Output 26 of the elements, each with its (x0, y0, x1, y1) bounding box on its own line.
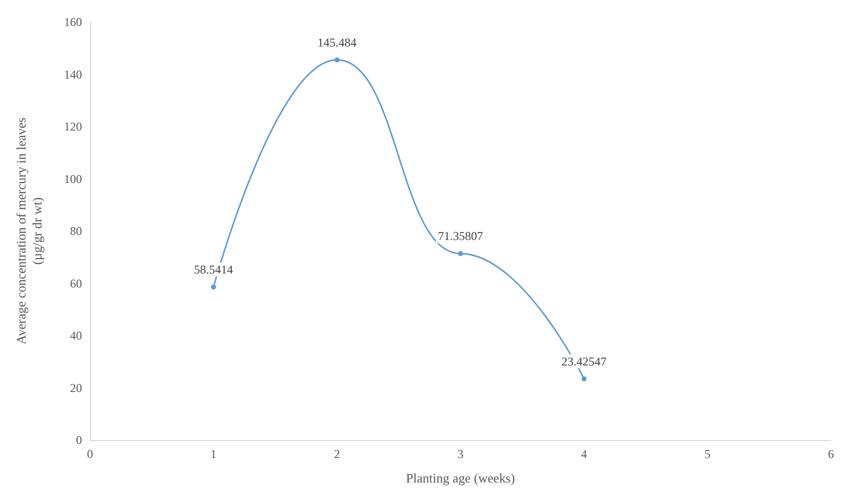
x-axis-title: Planting age (weeks) (406, 470, 516, 486)
y-tick-label: 160 (64, 15, 82, 29)
y-tick-label: 40 (70, 328, 82, 342)
x-tick-label: 4 (581, 447, 587, 461)
x-tick-label: 6 (828, 447, 834, 461)
y-tick-label: 60 (70, 276, 82, 290)
point (582, 376, 586, 382)
text: 71.35807 (438, 229, 483, 244)
y-tick-label: 120 (64, 120, 82, 134)
y-tick-label: 140 (64, 67, 82, 82)
x-tick-label: 2 (334, 447, 340, 461)
point (211, 284, 216, 290)
y-tick-label: 80 (70, 224, 82, 238)
y-axis-title: Average concentration of mercury in leaves (µg/gr dr wt) (14, 118, 44, 344)
x-tick-label: 3 (458, 447, 464, 461)
y-tick-label: 20 (70, 380, 82, 395)
text: 58.5414 (194, 262, 233, 277)
point (334, 57, 340, 62)
text: 23.42547 (562, 354, 606, 368)
text: 145.484 (318, 35, 356, 50)
x-tick-label: 0 (87, 447, 93, 461)
x-tick-label: 1 (210, 447, 216, 461)
point (458, 251, 463, 256)
y-tick-label: 100 (64, 172, 82, 186)
y-tick-label: 0 (76, 433, 82, 447)
x-tick-label: 5 (704, 447, 710, 461)
